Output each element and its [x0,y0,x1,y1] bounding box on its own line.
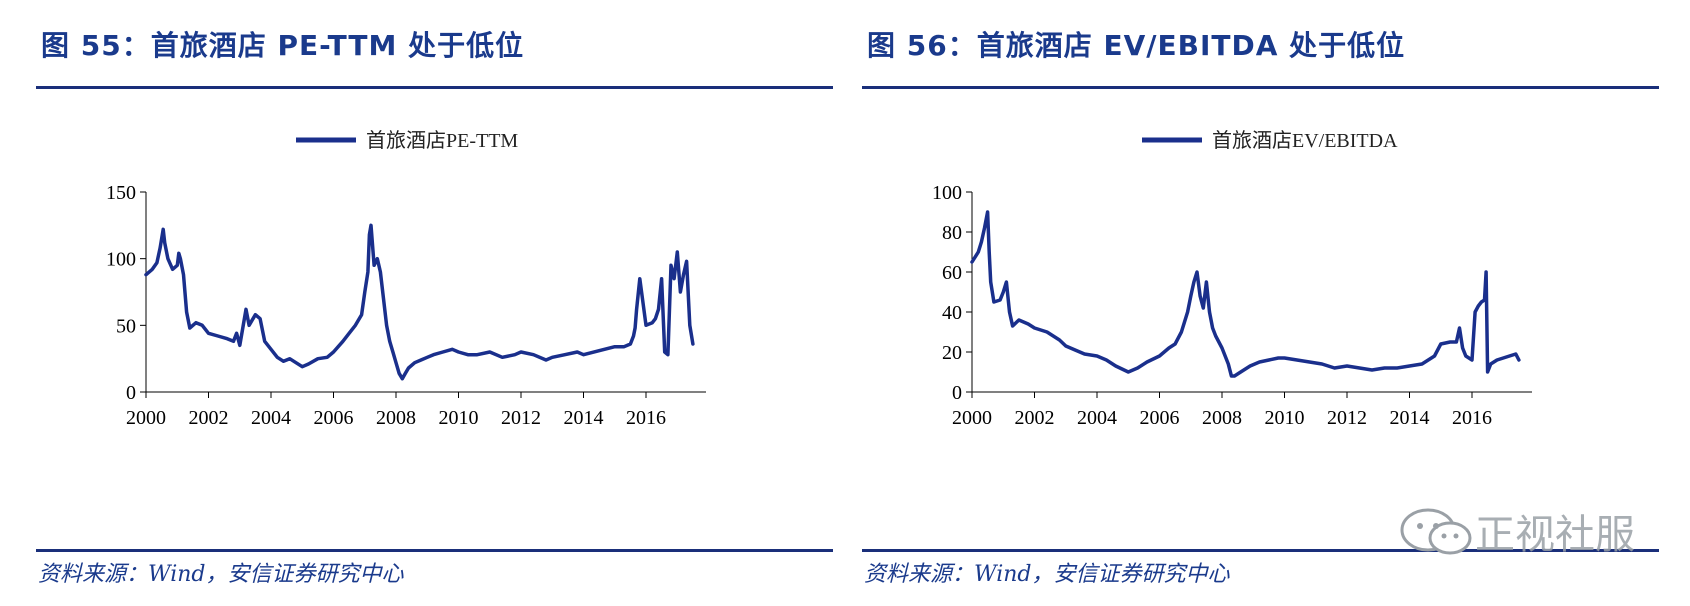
x-tick-label: 2010 [439,407,479,429]
y-tick-label: 0 [952,382,962,404]
figure-55-panel: 图 55：首旅酒店 PE-TTM 处于低位 首旅酒店PE-TTM 0 50 100 15… [36,0,836,606]
title-divider [862,86,1659,89]
legend: 首旅酒店PE-TTM [296,129,518,152]
x-tick-label: 2016 [626,407,666,429]
y-tick-label: 60 [942,262,962,284]
x-tick-label: 2002 [189,407,229,429]
legend-label: 首旅酒店PE-TTM [366,129,518,152]
y-tick-label: 20 [942,342,962,364]
x-tick-label: 2008 [376,407,416,429]
x-tick-label: 2006 [1140,407,1180,429]
x-tick-label: 2004 [1077,407,1117,429]
x-tick-label: 2000 [952,407,992,429]
wechat-bubble-icon [1400,508,1472,555]
y-tick-label: 100 [106,249,136,271]
x-tick-label: 2006 [314,407,354,429]
x-tick-label: 2016 [1452,407,1492,429]
y-tick-label: 50 [116,315,136,337]
y-tick-label: 80 [942,222,962,244]
x-tick-label: 2008 [1202,407,1242,429]
source-note: 资料来源：Wind，安信证券研究中心 [864,562,1230,587]
pe-ttm-line-chart: 首旅酒店PE-TTM 0 50 100 150 2000 2002 2004 2006 2008 2… [106,129,706,429]
x-tick-label: 2000 [126,407,166,429]
figure-title: 图 55：首旅酒店 PE-TTM 处于低位 [41,29,525,62]
x-tick-label: 2014 [564,407,604,429]
legend-label: 首旅酒店EV/EBITDA [1212,129,1398,152]
x-tick-label: 2010 [1265,407,1305,429]
y-tick-label: 0 [126,382,136,404]
watermark-text: 正视社服 [1475,512,1635,558]
series-line [970,210,1521,378]
figure-56-panel: 图 56：首旅酒店 EV/EBITDA 处于低位 首旅酒店EV/EBITDA 0 2… [862,0,1662,606]
source-divider [862,549,1659,552]
y-tick-label: 100 [932,182,962,204]
title-divider [36,86,833,89]
x-tick-label: 2004 [251,407,291,429]
series-line [144,223,695,381]
source-divider [36,549,833,552]
y-tick-label: 40 [942,302,962,324]
figure-title: 图 56：首旅酒店 EV/EBITDA 处于低位 [867,29,1406,62]
x-tick-label: 2014 [1390,407,1430,429]
x-tick-label: 2012 [1327,407,1367,429]
x-tick-label: 2002 [1015,407,1055,429]
ev-ebitda-line-chart: 首旅酒店EV/EBITDA 0 20 40 60 80 100 2000 2002 2004 200… [932,129,1532,429]
legend: 首旅酒店EV/EBITDA [1142,129,1398,152]
y-tick-label: 150 [106,182,136,204]
x-tick-label: 2012 [501,407,541,429]
source-note: 资料来源：Wind，安信证券研究中心 [38,562,404,587]
